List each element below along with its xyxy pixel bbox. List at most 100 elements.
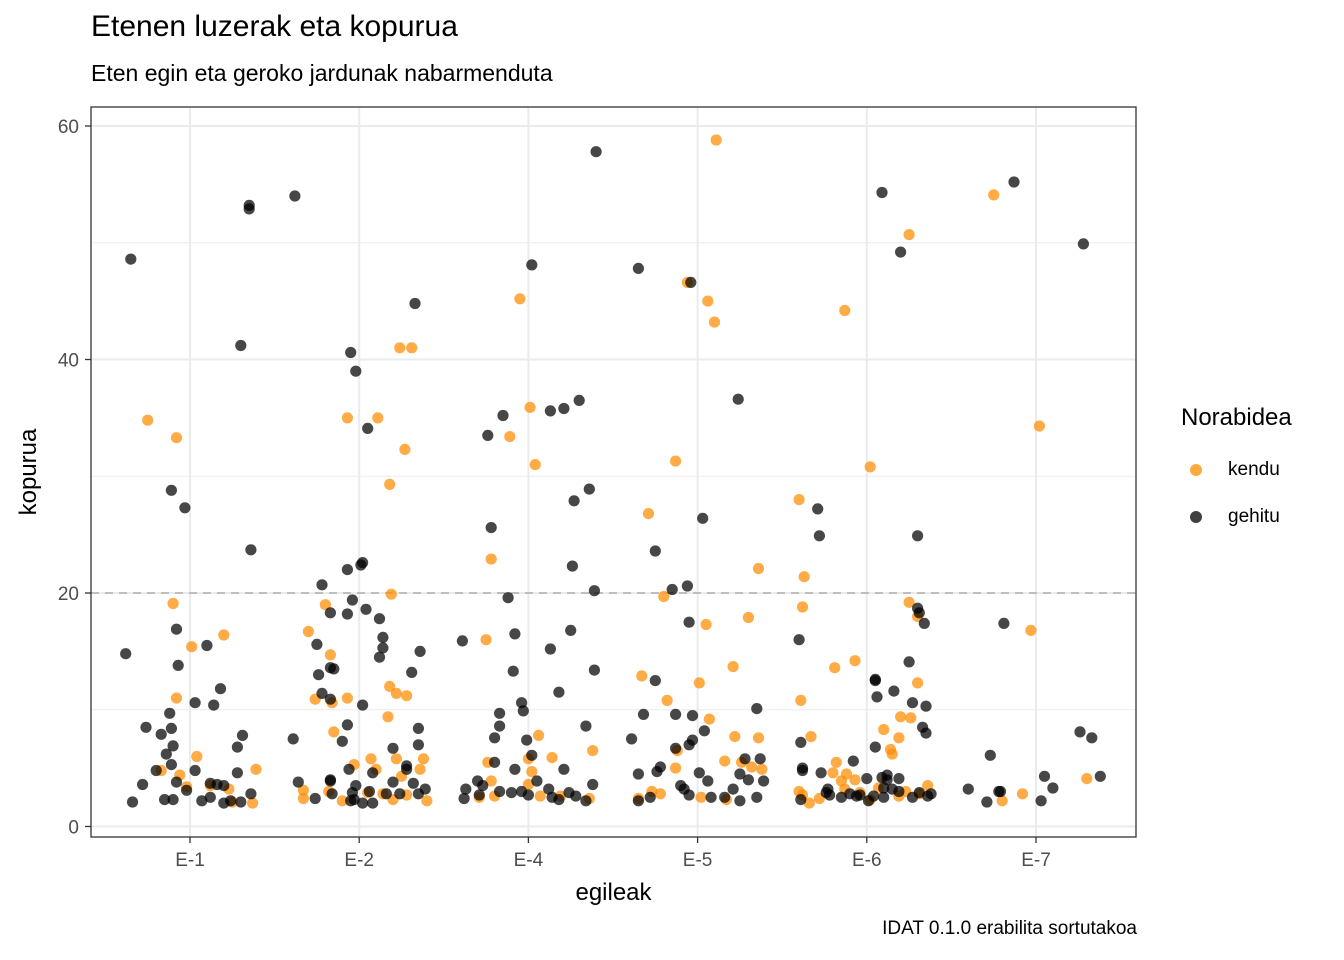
data-point-kendu xyxy=(394,342,406,354)
data-point-gehitu xyxy=(869,741,881,753)
data-point-gehitu xyxy=(167,740,179,752)
data-point-gehitu xyxy=(313,669,325,681)
data-point-gehitu xyxy=(727,783,739,795)
data-point-gehitu xyxy=(565,624,577,637)
data-point-gehitu xyxy=(1038,770,1051,782)
data-point-gehitu xyxy=(341,719,353,731)
data-point-kendu xyxy=(695,791,707,803)
data-point-kendu xyxy=(886,748,898,760)
data-point-gehitu xyxy=(544,405,557,417)
data-point-gehitu xyxy=(590,146,602,158)
data-point-kendu xyxy=(524,401,536,413)
data-point-gehitu xyxy=(558,763,570,775)
data-point-gehitu xyxy=(419,783,431,795)
data-point-gehitu xyxy=(913,787,925,799)
data-point-kendu xyxy=(864,461,876,473)
data-point-gehitu xyxy=(734,768,746,780)
data-point-gehitu xyxy=(644,791,656,803)
data-point-kendu xyxy=(167,597,179,610)
data-point-gehitu xyxy=(793,634,805,646)
data-point-gehitu xyxy=(739,753,751,765)
data-point-gehitu xyxy=(394,788,406,800)
data-point-kendu xyxy=(385,588,397,600)
data-point-gehitu xyxy=(632,768,645,780)
data-point-kendu xyxy=(382,711,394,723)
data-point-kendu xyxy=(247,797,259,809)
data-point-gehitu xyxy=(235,796,247,808)
y-tick-label: 0 xyxy=(68,818,79,839)
data-point-gehitu xyxy=(167,794,179,806)
data-point-gehitu xyxy=(526,749,538,761)
data-point-gehitu xyxy=(159,794,171,806)
data-point-kendu xyxy=(546,752,558,764)
data-point-gehitu xyxy=(962,783,974,795)
data-point-kendu xyxy=(1081,773,1093,785)
data-point-kendu xyxy=(903,596,915,608)
x-axis-label: egileak xyxy=(575,879,652,906)
data-point-gehitu xyxy=(231,741,243,753)
data-point-gehitu xyxy=(732,393,744,405)
data-point-gehitu xyxy=(189,764,201,777)
data-point-kendu xyxy=(302,625,314,638)
y-tick-label: 20 xyxy=(58,584,79,605)
data-point-gehitu xyxy=(324,662,336,674)
data-point-gehitu xyxy=(311,638,323,651)
data-point-kendu xyxy=(324,649,336,661)
data-point-kendu xyxy=(708,316,721,328)
data-point-kendu xyxy=(399,443,411,455)
data-point-kendu xyxy=(522,778,535,791)
data-point-gehitu xyxy=(367,767,379,779)
data-point-gehitu xyxy=(406,666,418,679)
data-point-gehitu xyxy=(742,774,755,786)
data-point-gehitu xyxy=(566,560,579,572)
legend-label-kendu: kendu xyxy=(1228,459,1280,480)
data-point-gehitu xyxy=(509,763,521,775)
data-point-gehitu xyxy=(377,642,389,654)
x-tick-label: E-1 xyxy=(175,850,205,871)
data-point-gehitu xyxy=(125,253,137,265)
data-point-gehitu xyxy=(649,675,661,687)
data-point-gehitu xyxy=(401,763,413,775)
data-point-kendu xyxy=(297,792,309,805)
data-point-gehitu xyxy=(204,791,216,803)
data-point-gehitu xyxy=(120,648,132,660)
data-point-gehitu xyxy=(407,777,419,789)
data-point-gehitu xyxy=(357,699,369,711)
data-point-kendu xyxy=(795,694,807,707)
data-point-kendu xyxy=(390,753,402,765)
data-point-gehitu xyxy=(336,735,348,747)
data-point-gehitu xyxy=(235,339,247,352)
data-point-kendu xyxy=(390,687,402,700)
data-point-gehitu xyxy=(387,776,399,788)
plot-border xyxy=(90,106,1137,838)
data-point-gehitu xyxy=(494,720,506,732)
legend-label-gehitu: gehitu xyxy=(1228,506,1280,527)
data-point-kendu xyxy=(827,767,839,779)
data-point-kendu xyxy=(485,553,497,565)
data-point-gehitu xyxy=(345,795,357,807)
data-point-kendu xyxy=(218,629,230,641)
data-point-gehitu xyxy=(482,429,494,441)
y-axis-label: kopurua xyxy=(15,428,42,515)
data-point-kendu xyxy=(414,763,426,775)
data-point-gehitu xyxy=(918,617,930,630)
data-point-gehitu xyxy=(208,699,220,711)
data-point-gehitu xyxy=(719,791,731,803)
data-point-kendu xyxy=(905,712,917,724)
data-point-kendu xyxy=(417,753,430,765)
data-point-kendu xyxy=(170,432,183,444)
data-point-gehitu xyxy=(558,402,570,415)
x-tick-label: E-2 xyxy=(344,850,374,871)
data-point-kendu xyxy=(401,690,413,702)
data-point-gehitu xyxy=(201,639,213,652)
data-point-gehitu xyxy=(150,764,162,777)
data-point-gehitu xyxy=(751,791,763,803)
data-point-kendu xyxy=(803,797,815,809)
data-point-gehitu xyxy=(588,664,601,676)
data-point-gehitu xyxy=(734,795,746,807)
data-point-gehitu xyxy=(702,775,714,787)
data-point-gehitu xyxy=(998,617,1010,630)
legend-item-kendu: kendu xyxy=(1190,455,1280,485)
data-point-gehitu xyxy=(357,797,369,809)
